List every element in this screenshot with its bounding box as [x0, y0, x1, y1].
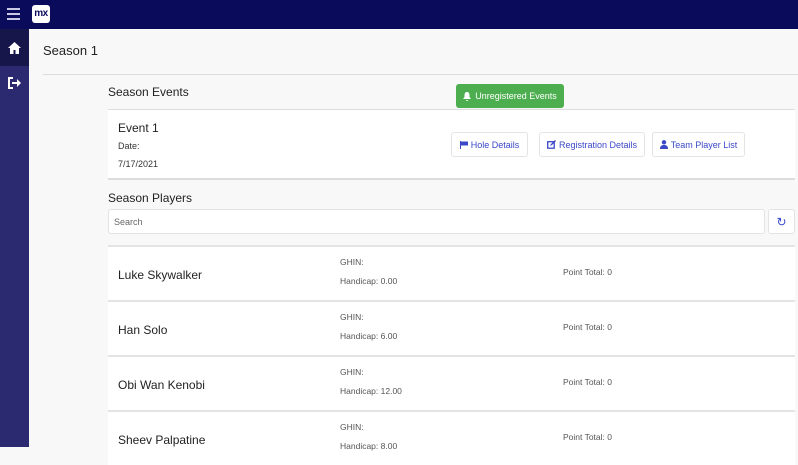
registration-details-button[interactable]: Registration Details: [539, 132, 645, 157]
top-bar: mx: [0, 0, 798, 29]
hole-details-button[interactable]: Hole Details: [451, 132, 528, 157]
hole-details-label: Hole Details: [470, 139, 520, 150]
home-icon: [8, 41, 21, 54]
user-icon: [659, 140, 668, 149]
page-title: Season 1: [43, 43, 98, 58]
player-ghin: GHIN:: [340, 367, 364, 377]
registration-details-label: Registration Details: [558, 139, 638, 150]
player-name: Luke Skywalker: [118, 268, 203, 282]
player-ghin: GHIN:: [340, 422, 364, 432]
team-player-list-button[interactable]: Team Player List: [652, 132, 745, 157]
player-row[interactable]: Luke Skywalker GHIN: Handicap: 0.00 Poin…: [108, 245, 795, 300]
player-name: Sheev Palpatine: [118, 433, 206, 447]
unregistered-events-button[interactable]: Unregistered Events: [456, 84, 564, 108]
player-row[interactable]: Obi Wan Kenobi GHIN: Handicap: 12.00 Poi…: [108, 355, 795, 410]
main-content: Season 1 Season Events Unregistered Even…: [29, 29, 798, 465]
player-ghin: GHIN:: [340, 257, 364, 267]
player-name: Obi Wan Kenobi: [118, 378, 205, 392]
hamburger-menu-icon[interactable]: [7, 8, 20, 20]
search-input[interactable]: [108, 209, 765, 234]
edit-icon: [547, 140, 556, 149]
sidebar-item-home[interactable]: [0, 29, 29, 66]
unregistered-events-label: Unregistered Events: [475, 91, 557, 101]
event-date-label: Date:: [118, 141, 140, 151]
refresh-button[interactable]: ↻: [768, 209, 795, 234]
player-row[interactable]: Han Solo GHIN: Handicap: 6.00 Point Tota…: [108, 300, 795, 355]
player-name: Han Solo: [118, 323, 168, 337]
flag-icon: [459, 140, 468, 149]
sidebar: [0, 29, 29, 447]
player-points: Point Total: 0: [563, 322, 612, 332]
player-list: Luke Skywalker GHIN: Handicap: 0.00 Poin…: [108, 245, 795, 465]
player-handicap: Handicap: 6.00: [340, 331, 398, 341]
player-row[interactable]: Sheev Palpatine GHIN: Handicap: 8.00 Poi…: [108, 410, 795, 465]
season-events-heading: Season Events: [108, 85, 189, 99]
player-handicap: Handicap: 0.00: [340, 276, 398, 286]
season-players-heading: Season Players: [108, 191, 193, 205]
sidebar-item-sign-out[interactable]: [0, 66, 29, 100]
event-card: Event 1 Date: 7/17/2021 Hole Details Reg…: [108, 109, 795, 180]
player-handicap: Handicap: 8.00: [340, 441, 398, 451]
player-points: Point Total: 0: [563, 432, 612, 442]
refresh-icon: ↻: [776, 214, 787, 229]
bell-icon: [463, 91, 472, 101]
player-handicap: Handicap: 12.00: [340, 386, 402, 396]
event-date: 7/17/2021: [118, 159, 159, 169]
mendix-logo: mx: [32, 5, 50, 23]
player-points: Point Total: 0: [563, 267, 612, 277]
event-name: Event 1: [118, 121, 159, 135]
player-ghin: GHIN:: [340, 312, 364, 322]
divider: [43, 74, 798, 75]
team-player-list-label: Team Player List: [670, 139, 738, 150]
player-points: Point Total: 0: [563, 377, 612, 387]
sign-out-icon: [8, 77, 21, 89]
